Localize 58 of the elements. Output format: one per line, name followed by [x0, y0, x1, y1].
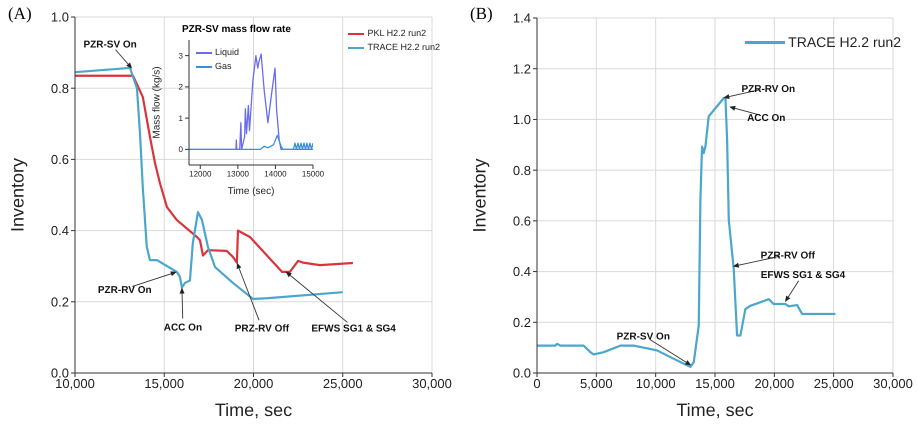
x-tick-label: 20,000	[234, 376, 274, 392]
y-tick-label: 0.2	[50, 294, 69, 310]
chart-title: (A)	[8, 4, 32, 24]
x-tick-label: 15000	[302, 170, 325, 179]
y-tick-label: 1	[178, 114, 184, 123]
y-axis-title: Mass flow (kg/s)	[152, 66, 163, 139]
y-tick-label: 0.2	[512, 314, 531, 330]
annotation: ACC On	[164, 322, 202, 334]
annotation: PZR-RV Off	[760, 250, 816, 262]
annotation: PZR-RV On	[741, 84, 796, 95]
chart-title: PZR-SV mass flow rate	[182, 24, 291, 35]
y-tick-label: 0.6	[50, 152, 69, 168]
annotation: PZR-SV On	[616, 331, 670, 342]
x-tick-label: 12000	[189, 170, 212, 179]
x-tick-label: 10,000	[636, 376, 676, 392]
legend-label: Gas	[215, 60, 232, 73]
x-tick-label: 30,000	[873, 376, 913, 392]
annotation: PZR-SV On	[83, 40, 137, 51]
x-tick-label: 25,000	[814, 376, 854, 392]
annotation: ACC On	[747, 112, 786, 124]
y-tick-label: 0.8	[512, 162, 531, 178]
y-tick-label: 0.4	[512, 264, 531, 280]
chart-title: (B)	[470, 4, 493, 24]
x-tick-label: 15,000	[144, 376, 184, 392]
x-axis-title: Time (sec)	[226, 186, 276, 198]
y-tick-label: 1.2	[512, 61, 531, 76]
annotation: PRZ-RV Off	[234, 324, 290, 335]
line-series	[189, 134, 313, 150]
x-tick-label: 5,000	[580, 376, 613, 392]
x-tick-label: 14000	[264, 170, 288, 179]
y-tick-label: 1.4	[512, 10, 531, 26]
y-axis-title: Inventory	[7, 158, 28, 232]
x-axis-title: Time, sec	[214, 400, 292, 420]
y-tick-label: 1.0	[50, 10, 69, 25]
y-tick-label: 0.8	[50, 80, 69, 96]
x-tick-label: 25,000	[322, 376, 363, 392]
x-tick-label: 13000	[226, 170, 250, 179]
legend-label: Liquid	[215, 46, 240, 59]
x-axis-title: Time, sec	[676, 400, 754, 420]
x-tick-label: 30,000	[412, 376, 452, 392]
y-tick-label: 2	[178, 82, 184, 92]
legend-label: TRACE H2.2 run2	[367, 40, 440, 54]
y-tick-label: 0.0	[512, 366, 531, 381]
legend-label: PKL H2.2 run2	[367, 27, 426, 40]
x-tick-label: 15,000	[695, 376, 735, 392]
x-tick-label: 0	[533, 376, 541, 392]
legend-label: TRACE H2.2 run2	[788, 33, 901, 52]
y-tick-label: 0.6	[512, 213, 531, 228]
annotation: PZR-RV On	[98, 284, 152, 296]
annotation: EFWS SG1 & SG4	[760, 270, 846, 281]
y-tick-label: 0.4	[50, 223, 69, 238]
x-tick-label: 20,000	[754, 376, 794, 392]
x-tick-label: 10,000	[55, 376, 95, 392]
y-axis-title: Inventory	[469, 158, 490, 233]
annotation: EFWS SG1 & SG4	[311, 324, 396, 335]
y-tick-label: 3	[178, 51, 184, 60]
y-tick-label: 1.0	[512, 112, 531, 128]
y-tick-label: 0	[178, 145, 184, 154]
